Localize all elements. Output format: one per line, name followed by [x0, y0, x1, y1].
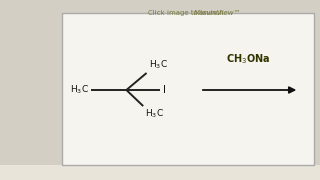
Text: CH$_3$ONa: CH$_3$ONa [226, 52, 270, 66]
Text: H$_3$C: H$_3$C [70, 84, 89, 96]
FancyBboxPatch shape [0, 165, 320, 180]
Text: MarvinView™: MarvinView™ [194, 10, 241, 16]
Text: H$_3$C: H$_3$C [145, 108, 164, 120]
Text: Click image to launch: Click image to launch [148, 10, 226, 16]
FancyBboxPatch shape [62, 13, 314, 165]
Text: I: I [163, 85, 166, 95]
Text: H$_3$C: H$_3$C [149, 59, 168, 71]
